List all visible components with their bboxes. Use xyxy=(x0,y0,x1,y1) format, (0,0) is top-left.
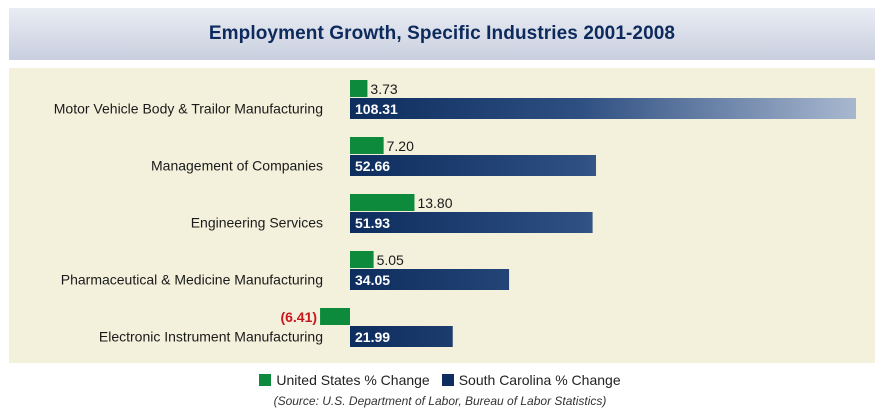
us-bar xyxy=(320,308,350,325)
legend-label-us: United States % Change xyxy=(276,372,430,388)
us-bar xyxy=(350,194,415,211)
us-value-label: 13.80 xyxy=(417,195,452,211)
sc-bar xyxy=(350,269,510,290)
sc-value-label: 21.99 xyxy=(355,329,390,345)
us-value-label: 3.73 xyxy=(370,81,397,97)
us-value-label: 7.20 xyxy=(387,138,414,154)
us-value-label: (6.41) xyxy=(280,309,317,325)
sc-bar xyxy=(350,155,597,176)
us-bar xyxy=(350,251,374,268)
bar-chart: Motor Vehicle Body & Trailor Manufacturi… xyxy=(54,80,856,347)
legend-item-sc: South Carolina % Change xyxy=(441,372,621,388)
us-bar xyxy=(350,137,384,154)
category-label: Electronic Instrument Manufacturing xyxy=(99,329,323,345)
sc-bar xyxy=(350,98,856,119)
sc-bar xyxy=(350,212,593,233)
sc-value-label: 52.66 xyxy=(355,158,390,174)
legend: United States % Change South Carolina % … xyxy=(0,372,880,388)
legend-swatch-sc xyxy=(441,374,454,386)
chart-title-bar: Employment Growth, Specific Industries 2… xyxy=(9,8,875,60)
sc-value-label: 108.31 xyxy=(355,101,398,117)
sc-value-label: 34.05 xyxy=(355,272,390,288)
legend-item-us: United States % Change xyxy=(259,372,430,388)
sc-value-label: 51.93 xyxy=(355,215,390,231)
category-label: Management of Companies xyxy=(151,158,323,174)
category-label: Motor Vehicle Body & Trailor Manufacturi… xyxy=(54,101,323,117)
category-label: Engineering Services xyxy=(191,215,323,231)
chart-panel: Motor Vehicle Body & Trailor Manufacturi… xyxy=(9,68,875,363)
source-note: (Source: U.S. Department of Labor, Burea… xyxy=(273,394,607,408)
us-bar xyxy=(350,80,368,97)
legend-label-sc: South Carolina % Change xyxy=(458,372,621,388)
legend-swatch-us xyxy=(259,374,272,386)
category-label: Pharmaceutical & Medicine Manufacturing xyxy=(61,272,323,288)
chart-title: Employment Growth, Specific Industries 2… xyxy=(208,23,676,44)
us-value-label: 5.05 xyxy=(377,252,404,268)
sc-bar xyxy=(350,326,453,347)
